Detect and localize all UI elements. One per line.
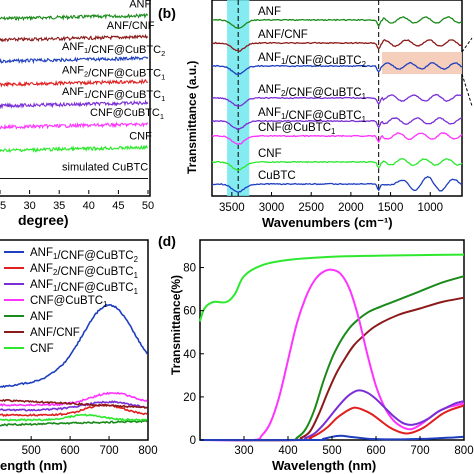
panel-c-legend-label-2: ANF2/CNF@CuBTC1 — [30, 263, 138, 280]
panel-b-label-7: CNF — [258, 148, 282, 160]
panel-b-xtick-label: 2500 — [298, 202, 324, 214]
panel-c-legend-label-5: ANF — [30, 311, 53, 323]
panel-d-ytick-label: 20 — [183, 392, 196, 404]
panel-d-xtick-label: 500 — [322, 445, 341, 457]
panel-a-label-4: ANF2/CNF@CuBTC1 — [62, 64, 165, 81]
panel-a-xtick-label: 35 — [53, 200, 65, 212]
panel-d-series-6 — [199, 404, 465, 442]
panel-c-series-3 — [0, 400, 148, 412]
panel-d-ytick-label: 40 — [183, 349, 196, 361]
panel-b-series-8 — [211, 175, 463, 194]
panel-b-label-5: ANF1/CNF@CuBTC1 — [258, 107, 366, 124]
panel-b-tag: (b) — [158, 5, 176, 21]
panel-d-series-7 — [199, 434, 465, 442]
panel-c: ANF1/CNF@CuBTC2ANF2/CNF@CuBTC1ANF1/CNF@C… — [0, 239, 158, 473]
panel-c-legend-label-7: CNF — [30, 343, 54, 355]
panel-d-xtick-label: 300 — [234, 445, 253, 457]
panel-b-series-6 — [211, 131, 463, 146]
panel-c-legend-label-1: ANF1/CNF@CuBTC2 — [30, 247, 138, 264]
panel-b-label-1: ANF — [258, 6, 281, 18]
panel-b-series-1 — [211, 15, 463, 29]
panel-b-xtick-label: 2000 — [338, 202, 364, 214]
panel-d-series-1 — [199, 253, 465, 322]
panel-d-ytick-label: 0 — [190, 435, 196, 447]
panel-a-series-4 — [0, 78, 149, 88]
panel-d: 300 400 500 600 700 800 0 20 40 60 80 (d) Transmit… — [158, 233, 474, 473]
panel-a-label-5: ANF1/CNF@CuBTC1 — [62, 86, 165, 103]
panel-c-xtick-label: 800 — [138, 445, 157, 457]
panel-a-series-6 — [0, 121, 149, 130]
panel-a-series-5 — [0, 99, 149, 110]
panel-d-xtick-label: 400 — [278, 445, 297, 457]
panel-b: ANF ANF/CNF ANF1/CNF@CuBTC2 ANF2/CNF@CuBTC1… — [158, 0, 473, 230]
panel-a-frame — [0, 0, 151, 197]
panel-a-label-7: CNF — [129, 130, 152, 142]
panel-b-label-6: CNF@CuBTC1 — [258, 122, 335, 136]
panel-a-series-1 — [0, 12, 149, 22]
panel-a-series-2 — [0, 33, 149, 43]
panel-c-series-1 — [0, 303, 148, 388]
panel-b-series-5 — [211, 117, 463, 131]
panel-b-zoom-line-bottom — [461, 73, 473, 107]
panel-d-ytick-label: 60 — [183, 306, 196, 318]
panel-c-frame — [0, 239, 149, 441]
panel-d-xtick-label: 800 — [454, 445, 473, 457]
panel-b-xtick-label: 3000 — [259, 202, 285, 214]
panel-b-label-2: ANF/CNF — [258, 29, 308, 41]
panel-b-series-4 — [211, 93, 463, 107]
panel-b-zoom-box — [382, 52, 462, 74]
panel-d-ytick-label: 80 — [183, 263, 196, 275]
panel-b-xtick-label: 3500 — [219, 202, 245, 214]
panel-c-xtick-label: 500 — [22, 445, 41, 457]
panel-b-label-3: ANF1/CNF@CuBTC2 — [258, 52, 366, 69]
panel-d-xtick-label: 600 — [366, 445, 385, 457]
panel-c-series-2 — [0, 403, 148, 417]
panel-a-series-3 — [0, 55, 149, 65]
panel-a-xtick-label: 45 — [112, 200, 124, 212]
panel-d-xlabel: Wavelength (nm) — [272, 458, 376, 473]
panel-a-label-6: CNF@CuBTC1 — [90, 107, 164, 121]
panel-c-series-7 — [0, 413, 148, 422]
panel-b-label-8: CuBTC — [258, 170, 296, 182]
panel-b-xtick-label: 1500 — [378, 202, 404, 214]
panel-d-series-3 — [199, 296, 465, 442]
panel-a-label-8: simulated CuBTC — [62, 161, 148, 173]
panel-b-series-7 — [211, 157, 463, 171]
panel-d-series-5 — [199, 389, 465, 442]
panel-a-label-2: ANF/CNF — [107, 20, 155, 32]
panel-a-xlabel: degree) — [18, 212, 69, 228]
panel-b-series-2 — [211, 39, 463, 53]
panel-b-zoom-line-top — [461, 37, 473, 53]
panel-c-series-6 — [0, 398, 148, 409]
panel-b-ylabel: Transmittance (a.u.) — [185, 61, 199, 174]
panel-a: ANF ANF/CNF ANF1/CNF@CuBTC2 ANF2/CNF@CuBTC1… — [0, 0, 165, 228]
panel-a-xtick-label: 50 — [142, 200, 154, 212]
panel-b-xlabel: Wavenumbers (cm⁻¹) — [262, 215, 393, 230]
panel-c-legend-label-4: CNF@CuBTC1 — [30, 295, 107, 309]
panel-c-xlabel: ength (nm) — [0, 458, 67, 473]
panel-d-tag: (d) — [158, 233, 176, 249]
panel-d-xtick-label: 700 — [410, 445, 429, 457]
panel-b-series-3 — [211, 61, 463, 75]
panel-a-xtick-label: 40 — [83, 200, 95, 212]
panel-b-label-4: ANF2/CNF@CuBTC1 — [258, 84, 366, 101]
panel-c-series-5 — [0, 419, 148, 427]
panel-c-xtick-label: 600 — [61, 445, 80, 457]
panel-c-xtick-label: 700 — [99, 445, 118, 457]
panel-a-series-7 — [0, 144, 148, 154]
panel-c-legend-label-3: ANF1/CNF@CuBTC1 — [30, 279, 138, 296]
panel-d-series-2 — [199, 275, 465, 442]
panel-a-label-1: ANF — [129, 0, 151, 11]
panel-a-xtick-label: 30 — [23, 200, 35, 212]
panel-c-legend-label-6: ANF/CNF — [30, 327, 80, 339]
panel-a-xtick-label: 5 — [0, 200, 6, 212]
panel-d-ylabel: Transmittance(%) — [169, 275, 183, 375]
panel-b-xtick-label: 1000 — [417, 202, 443, 214]
panel-a-label-3: ANF1/CNF@CuBTC2 — [62, 41, 165, 58]
